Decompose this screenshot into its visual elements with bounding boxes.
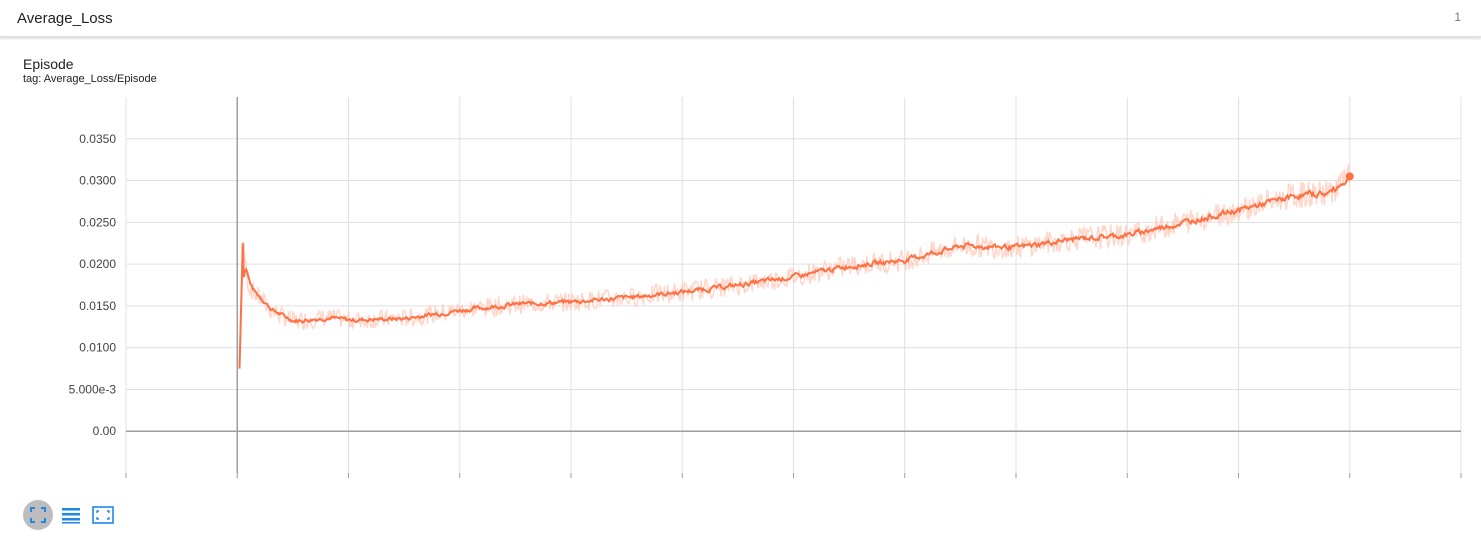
y-tick-label: 0.0200 [79, 257, 116, 271]
expand-icon [92, 506, 114, 524]
last-point-marker [1345, 172, 1354, 181]
chart-grid [125, 97, 1462, 473]
chart-tag: tag: Average_Loss/Episode [23, 73, 157, 85]
y-tick-label: 0.0300 [79, 174, 116, 188]
y-tick-label: 0.0250 [79, 215, 116, 229]
y-axis-labels: 0.00 5.000e-3 0.0100 0.0150 0.0200 0.0250 0.03… [69, 132, 117, 438]
raw-series-line [238, 164, 1351, 369]
chart-title: Episode [23, 56, 74, 72]
list-icon [62, 508, 80, 524]
y-tick-label: 0.0350 [79, 132, 116, 146]
card-group-title: Average_Loss [17, 10, 113, 27]
y-tick-label: 0.00 [93, 424, 117, 438]
chart-axes [125, 97, 1462, 478]
y-tick-label: 5.000e-3 [69, 382, 117, 396]
card-group-count: 1 [1454, 10, 1461, 24]
fit-domain-button[interactable] [23, 500, 53, 530]
smoothed-series-line [238, 175, 1351, 369]
toggle-data-button[interactable] [56, 500, 86, 530]
scalar-chart-card: Episode tag: Average_Loss/Episode 0.00 5.… [0, 40, 1481, 548]
y-tick-label: 0.0150 [79, 299, 116, 313]
expand-chart-button[interactable] [88, 500, 118, 530]
line-chart[interactable]: 0.00 5.000e-3 0.0100 0.0150 0.0200 0.0250 0.03… [0, 40, 1481, 480]
y-tick-label: 0.0100 [79, 341, 116, 355]
card-group-header[interactable]: Average_Loss 1 [0, 0, 1481, 37]
fit-domain-icon [30, 507, 46, 523]
